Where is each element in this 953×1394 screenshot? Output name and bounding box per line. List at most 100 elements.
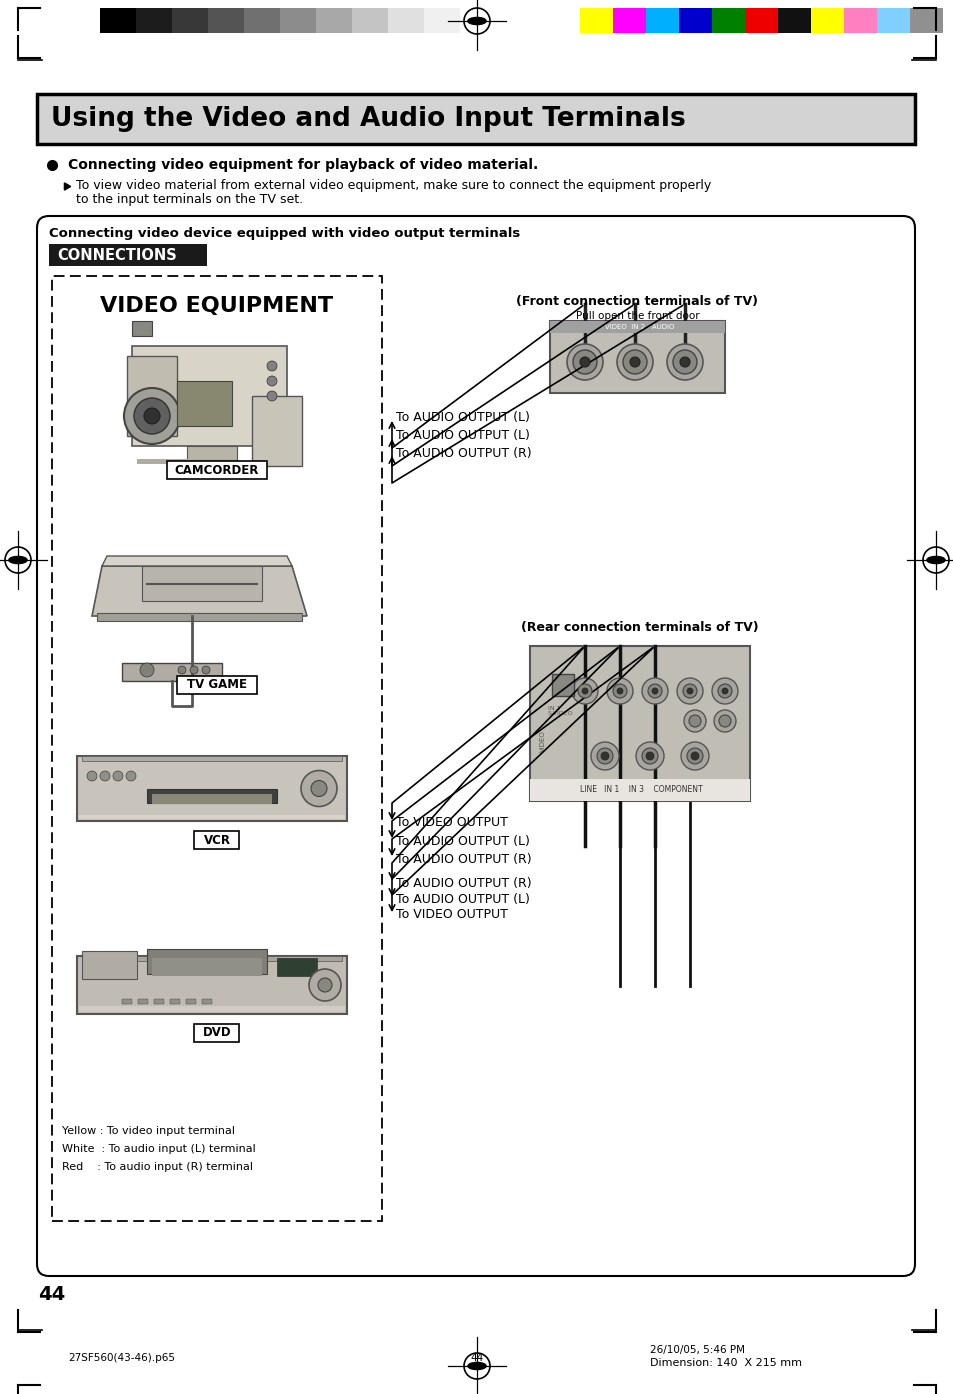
Bar <box>744 8 778 33</box>
Bar <box>843 8 876 33</box>
Bar <box>132 321 152 336</box>
Bar <box>167 461 267 480</box>
Text: To AUDIO OUTPUT (R): To AUDIO OUTPUT (R) <box>395 446 531 460</box>
Text: DVD: DVD <box>202 1026 231 1040</box>
Bar <box>252 396 302 466</box>
Bar <box>459 8 496 33</box>
Bar <box>352 8 388 33</box>
Text: LINE   IN 1    IN 3    COMPONENT: LINE IN 1 IN 3 COMPONENT <box>579 785 702 795</box>
Bar <box>79 815 345 820</box>
Circle shape <box>686 689 692 694</box>
Circle shape <box>613 684 626 698</box>
Bar <box>530 779 749 802</box>
Bar <box>79 1006 345 1012</box>
Bar <box>100 8 136 33</box>
Ellipse shape <box>9 556 27 563</box>
Bar <box>122 664 222 682</box>
Bar <box>127 355 177 436</box>
Circle shape <box>600 751 608 760</box>
Circle shape <box>112 771 123 781</box>
Circle shape <box>572 677 598 704</box>
Text: 44: 44 <box>38 1285 65 1305</box>
Bar <box>49 244 207 266</box>
Bar <box>711 8 744 33</box>
Text: White  : To audio input (L) terminal: White : To audio input (L) terminal <box>62 1144 255 1154</box>
Text: Yellow : To video input terminal: Yellow : To video input terminal <box>62 1126 234 1136</box>
Bar <box>186 999 195 1004</box>
Bar <box>315 8 352 33</box>
Text: Connecting video equipment for playback of video material.: Connecting video equipment for playback … <box>68 158 537 171</box>
Ellipse shape <box>926 556 944 563</box>
Circle shape <box>682 684 697 698</box>
Circle shape <box>126 771 136 781</box>
Bar <box>202 999 212 1004</box>
Circle shape <box>679 357 689 367</box>
Text: To view video material from external video equipment, make sure to connect the e: To view video material from external vid… <box>76 180 711 192</box>
Circle shape <box>677 677 702 704</box>
Circle shape <box>690 751 699 760</box>
Circle shape <box>311 781 327 796</box>
Bar <box>550 321 724 393</box>
Text: IN 1
S-VIDEO: IN 1 S-VIDEO <box>547 705 573 717</box>
Bar <box>276 958 316 976</box>
Text: 27SF560(43-46).p65: 27SF560(43-46).p65 <box>68 1354 174 1363</box>
Bar <box>77 956 347 1013</box>
Text: Red    : To audio input (R) terminal: Red : To audio input (R) terminal <box>62 1163 253 1172</box>
Circle shape <box>144 408 160 424</box>
Bar <box>187 446 236 466</box>
Circle shape <box>124 388 180 445</box>
Polygon shape <box>102 556 292 566</box>
Text: To AUDIO OUTPUT (L): To AUDIO OUTPUT (L) <box>395 411 529 425</box>
Bar <box>194 1025 239 1041</box>
Text: Dimension: 140  X 215 mm: Dimension: 140 X 215 mm <box>649 1358 801 1368</box>
Bar <box>82 951 137 979</box>
Text: Pull open the front door: Pull open the front door <box>575 311 699 321</box>
Bar <box>177 676 256 694</box>
Bar <box>152 795 272 804</box>
Bar <box>550 321 724 333</box>
Text: CONNECTIONS: CONNECTIONS <box>57 248 176 262</box>
Circle shape <box>641 677 667 704</box>
Circle shape <box>597 749 613 764</box>
Text: 44: 44 <box>470 1354 483 1363</box>
Text: VIDEO  IN 2   AUDIO: VIDEO IN 2 AUDIO <box>604 323 674 330</box>
Circle shape <box>680 742 708 769</box>
Bar <box>423 8 459 33</box>
Bar <box>280 8 315 33</box>
Text: Using the Video and Audio Input Terminals: Using the Video and Audio Input Terminal… <box>51 106 685 132</box>
Circle shape <box>641 749 658 764</box>
Text: To AUDIO OUTPUT (L): To AUDIO OUTPUT (L) <box>395 835 529 848</box>
Circle shape <box>178 666 186 675</box>
Text: 26/10/05, 5:46 PM: 26/10/05, 5:46 PM <box>649 1345 744 1355</box>
Circle shape <box>651 689 658 694</box>
Bar <box>388 8 423 33</box>
Bar <box>778 8 810 33</box>
Bar <box>136 8 172 33</box>
Circle shape <box>672 350 697 374</box>
Circle shape <box>711 677 738 704</box>
Circle shape <box>629 357 639 367</box>
Ellipse shape <box>467 17 486 25</box>
Circle shape <box>267 376 276 386</box>
Circle shape <box>622 350 646 374</box>
Bar <box>147 789 276 803</box>
Bar <box>679 8 711 33</box>
Circle shape <box>718 684 731 698</box>
Text: VIDEO EQUIPMENT: VIDEO EQUIPMENT <box>100 296 334 316</box>
Circle shape <box>590 742 618 769</box>
Ellipse shape <box>467 1362 486 1369</box>
Circle shape <box>573 350 597 374</box>
Text: CAMCORDER: CAMCORDER <box>174 463 259 477</box>
Bar <box>142 566 262 601</box>
Text: VCR: VCR <box>203 834 231 846</box>
Circle shape <box>267 390 276 401</box>
Circle shape <box>581 689 587 694</box>
Bar <box>909 8 942 33</box>
Circle shape <box>686 749 702 764</box>
Circle shape <box>645 751 654 760</box>
Text: Connecting video device equipped with video output terminals: Connecting video device equipped with vi… <box>49 226 519 240</box>
Bar <box>138 999 148 1004</box>
Bar <box>153 999 164 1004</box>
Text: VIDEO: VIDEO <box>539 730 545 751</box>
Bar <box>552 675 574 696</box>
